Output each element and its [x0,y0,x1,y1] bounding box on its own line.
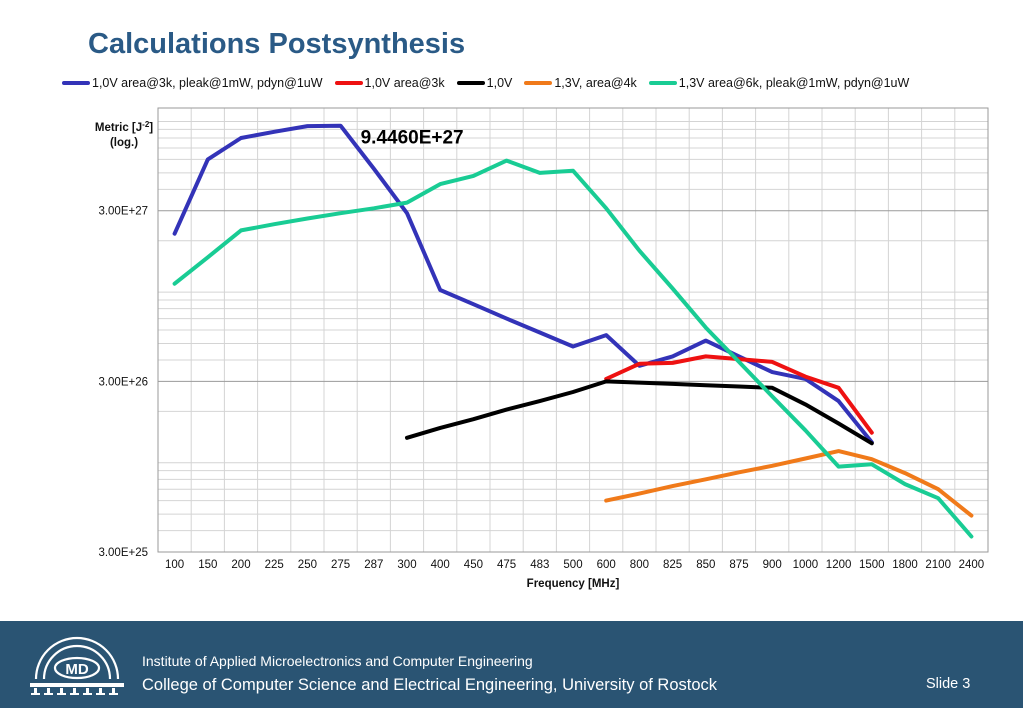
x-tick-label: 850 [696,559,715,571]
logo-text: MD [65,661,88,678]
legend-item: 1,3V, area@4k [524,76,637,90]
x-tick-label: 500 [563,559,582,571]
chart-labels: 3.00E+25 3.00E+26 3.00E+27 100 150 200 225 250 2… [95,120,984,591]
series-line [604,449,974,518]
line-chart: 3.00E+25 3.00E+26 3.00E+27 100 150 200 225 250 2… [95,107,989,591]
x-tick-label: 2100 [925,559,951,571]
legend-item: 1,0V area@3k [334,76,445,90]
legend-label: 1,0V [486,76,513,90]
x-tick-label: 200 [231,559,250,571]
legend-label: 1,3V area@6k, pleak@1mW, pdyn@1uW [678,76,910,90]
x-tick-label: 825 [663,559,682,571]
x-tick-label: 2400 [959,559,985,571]
x-axis-title: Frequency [MHz] [527,578,620,590]
x-tick-label: 483 [530,559,549,571]
slide-title: Calculations Postsynthesis [88,28,466,60]
chart-grid [157,108,989,553]
x-tick-label: 800 [630,559,649,571]
x-tick-label: 150 [198,559,217,571]
series-line [172,158,974,539]
legend-swatch [334,81,363,85]
slide-number: Slide 3 [926,676,971,692]
x-tick-label: 900 [763,559,782,571]
x-tick-label: 1200 [826,559,852,571]
x-tick-label: 300 [397,559,416,571]
college-name: College of Computer Science and Electric… [142,676,718,694]
y-tick-label: 3.00E+27 [98,206,148,218]
x-tick-label: 400 [431,559,450,571]
x-tick-label: 1500 [859,559,885,571]
x-tick-label: 275 [331,559,350,571]
y-tick-label: 3.00E+26 [98,376,148,388]
university-logo: MD [30,636,124,695]
legend-swatch [648,81,677,85]
legend-item: 1,0V area@3k, pleak@1mW, pdyn@1uW [62,76,323,90]
footer-bar: MD Institute of Applied Microelectronics… [0,621,1023,708]
x-tick-label: 1800 [892,559,918,571]
y-axis-title-line2: (log.) [110,137,138,149]
legend-item: 1,3V area@6k, pleak@1mW, pdyn@1uW [648,76,910,90]
x-tick-label: 600 [597,559,616,571]
legend-swatch [456,81,485,85]
legend-label: 1,3V, area@4k [554,76,637,90]
y-axis-title: Metric [J-2] [95,120,153,135]
x-tick-label: 875 [729,559,748,571]
legend-swatch [62,81,90,85]
institute-name: Institute of Applied Microelectronics an… [142,653,533,669]
legend-label: 1,0V area@3k [364,76,445,90]
legend-swatch [524,81,553,85]
x-tick-label: 225 [265,559,284,571]
x-tick-label: 250 [298,559,317,571]
x-tick-label: 287 [364,559,383,571]
y-tick-label: 3.00E+25 [98,547,148,559]
x-tick-label: 475 [497,559,516,571]
x-tick-label: 1000 [793,559,819,571]
series-line [172,123,874,445]
chart-series [172,123,974,539]
chart-axes [157,107,989,553]
x-tick-label: 450 [464,559,483,571]
x-tick-label: 100 [165,559,184,571]
max-value-annotation: 9.4460E+27 [361,128,464,149]
series-line [405,379,874,446]
plot-area-border [157,107,989,553]
legend-item: 1,0V [456,76,513,90]
chart-legend: 1,0V area@3k, pleak@1mW, pdyn@1uW 1,0V ar… [62,75,1012,91]
legend-label: 1,0V area@3k, pleak@1mW, pdyn@1uW [92,76,323,90]
